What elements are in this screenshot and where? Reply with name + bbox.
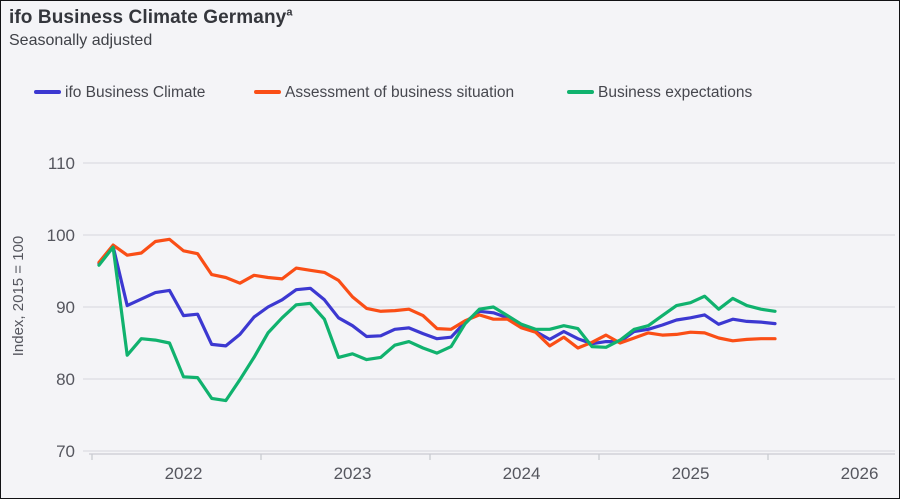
- x-tick-label: 2022: [165, 464, 203, 483]
- y-tick-label: 110: [48, 154, 75, 173]
- series-line-ifo-business-climate: [97, 244, 777, 348]
- x-tick-label: 2025: [672, 464, 710, 483]
- legend-item-business-climate: ifo Business Climate: [34, 84, 205, 102]
- legend-item-business-situation: Assessment of business situation: [254, 84, 514, 102]
- x-tick-label: 2023: [334, 464, 372, 483]
- y-tick-label: 100: [47, 226, 75, 245]
- legend-swatch-business-climate: [34, 90, 61, 94]
- series-line-business-expectations: [97, 245, 777, 403]
- x-tick-label: 2026: [841, 464, 879, 483]
- y-tick-label: 70: [56, 442, 75, 461]
- y-axis-title: Index, 2015 = 100: [10, 236, 27, 357]
- chart-subtitle: Seasonally adjusted: [9, 32, 153, 49]
- x-tick-label: 2024: [503, 464, 541, 483]
- legend-item-business-expectations: Business expectations: [567, 84, 752, 102]
- legend-label-business-climate: ifo Business Climate: [65, 84, 206, 101]
- legend-label-business-expectations: Business expectations: [598, 84, 753, 101]
- chart-title-text: ifo Business Climate Germany: [9, 7, 287, 28]
- legend-swatch-business-expectations: [567, 90, 594, 94]
- legend-label-business-situation: Assessment of business situation: [285, 84, 515, 101]
- chart-title: ifo Business Climate Germanya: [9, 7, 293, 29]
- y-tick-label: 90: [56, 298, 75, 317]
- series-line-assessment-of-business-situation: [97, 237, 777, 350]
- y-tick-label: 80: [56, 370, 75, 389]
- title-footnote-marker: a: [286, 6, 293, 19]
- chart-legend: ifo Business Climate Assessment of busin…: [1, 84, 899, 104]
- legend-swatch-business-situation: [254, 90, 281, 94]
